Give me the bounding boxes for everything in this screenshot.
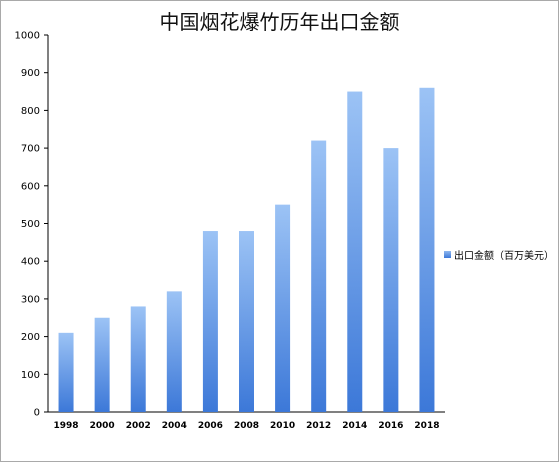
bar-2010	[275, 204, 291, 412]
bar-2016	[383, 148, 399, 412]
bars	[58, 87, 435, 413]
y-tick-label: 700	[21, 144, 40, 155]
bar-1998	[58, 332, 74, 412]
y-tick-label: 0	[34, 408, 40, 419]
y-axis: 0 100 200 300 400 500 600 700 800 900 1000	[15, 31, 49, 419]
x-tick-label: 1998	[54, 421, 79, 431]
y-tick-label: 600	[21, 181, 40, 192]
bar-2006	[202, 231, 218, 412]
x-tick-label: 2000	[90, 421, 115, 431]
chart-title: 中国烟花爆竹历年出口金额	[159, 10, 400, 34]
x-tick-label: 2006	[198, 421, 223, 431]
bar-2014	[347, 91, 363, 413]
x-tick-label: 2012	[306, 421, 331, 431]
x-tick-label: 2010	[270, 421, 295, 431]
x-tick-label: 2016	[378, 421, 403, 431]
bar-2012	[311, 140, 327, 412]
y-tick-label: 200	[21, 332, 40, 343]
y-tick-label: 100	[21, 370, 40, 381]
x-tick-label: 2004	[162, 421, 187, 431]
y-tick-label: 900	[21, 68, 40, 79]
bar-2008	[239, 231, 254, 412]
y-tick-label: 500	[21, 219, 40, 230]
bar-2004	[166, 291, 182, 412]
y-tick-label: 1000	[15, 31, 40, 42]
bar-2018	[419, 87, 435, 412]
x-tick-label: 2018	[414, 421, 439, 431]
x-tick-label: 2002	[126, 421, 151, 431]
x-tick-label: 2008	[234, 421, 259, 431]
x-axis: 1998 2000 2002 2004 2006 2008 2010 2012 2014 2016…	[48, 411, 445, 431]
legend-label: 出口金额（百万美元）	[454, 251, 554, 262]
bar-2000	[94, 317, 110, 412]
legend-swatch	[444, 251, 451, 258]
y-tick-label: 400	[21, 257, 40, 268]
bar-2002	[130, 306, 146, 412]
y-tick-label: 800	[21, 106, 40, 117]
x-tick-label: 2014	[342, 421, 367, 431]
legend: 出口金额（百万美元）	[444, 247, 554, 262]
y-tick-label: 300	[21, 294, 40, 305]
